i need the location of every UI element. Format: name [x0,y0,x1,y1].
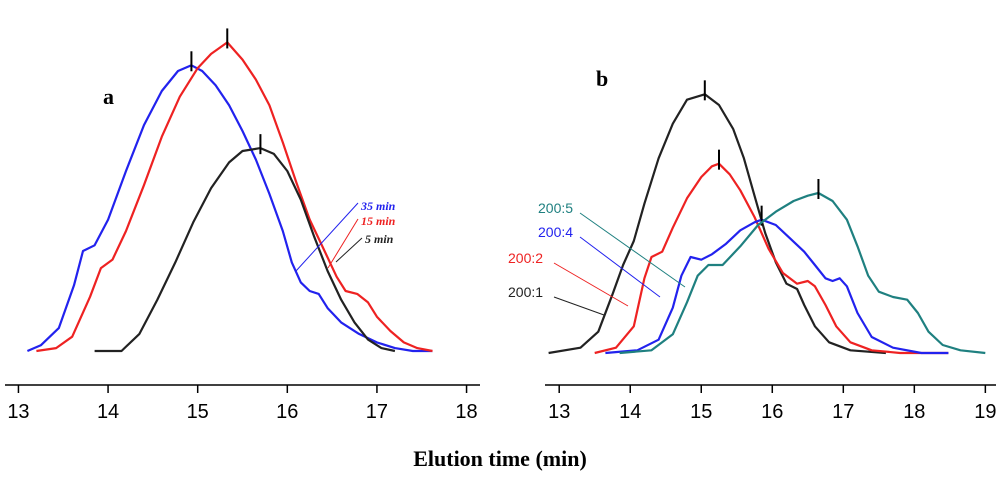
panel-b-ticks: 13 14 15 16 17 18 19 [548,385,996,423]
panel-b-tick-label-17: 17 [832,401,854,423]
panel-a-series-5-min [94,147,396,353]
panel-b-legend-label-200-1: 200:1 [508,284,543,300]
panel-b-series-200-5 [619,191,986,355]
panel-a-legend-leader-35-min [295,202,359,272]
panel-b-series [548,80,986,355]
panel-b-tick-label-15: 15 [690,401,712,423]
panel-a-series-35-min [26,64,433,353]
panel-a-series-15-min [36,41,433,353]
panel-a-tick-label-13: 13 [7,401,29,423]
panel-a-tick-label-14: 14 [97,401,119,423]
panel-b-legend-leader-200-5 [579,212,686,288]
panel-b-tick-label-14: 14 [619,401,641,423]
panel-b-legend-leader-200-2 [553,262,629,307]
panel-a-legend-label-35-min: 35 min [360,199,396,213]
panel-b-series-200-1 [548,93,886,355]
panel-b-legend: 200:5 200:4 200:2 200:1 [508,200,686,316]
panel-b-legend-label-200-4: 200:4 [538,224,573,240]
panel-b-letter: b [596,66,608,91]
panel-a-tick-label-16: 16 [276,401,298,423]
panel-a-legend-leader-5-min [335,237,363,263]
panel-b-legend-leader-200-1 [553,296,605,316]
panel-b-legend-leader-200-4 [579,236,661,298]
panel-a-tick-label-15: 15 [187,401,209,423]
panel-b-legend-label-200-5: 200:5 [538,200,573,216]
panel-b-tick-label-18: 18 [903,401,925,423]
panel-b-tick-label-13: 13 [548,401,570,423]
panel-a-tick-label-17: 17 [366,401,388,423]
panel-a-legend-label-5-min: 5 min [365,232,394,246]
panel-a-series [26,28,433,353]
panel-b-tick-label-16: 16 [761,401,783,423]
panel-b: 13 14 15 16 17 18 19 b 200:5 200:4 200:2 200:1 [508,66,996,423]
panel-a-legend-label-15-min: 15 min [361,214,396,228]
panel-a-ticks: 13 14 15 16 17 18 [7,385,478,423]
panel-b-series-200-2 [594,162,949,355]
panel-b-tick-label-19: 19 [974,401,996,423]
panel-b-series-200-4 [605,218,949,355]
x-axis-label: Elution time (min) [413,446,587,471]
panel-b-legend-label-200-2: 200:2 [508,250,543,266]
panel-a-legend-leader-15-min [327,218,359,269]
panel-a-tick-label-18: 18 [455,401,477,423]
panel-a-letter: a [103,84,114,109]
